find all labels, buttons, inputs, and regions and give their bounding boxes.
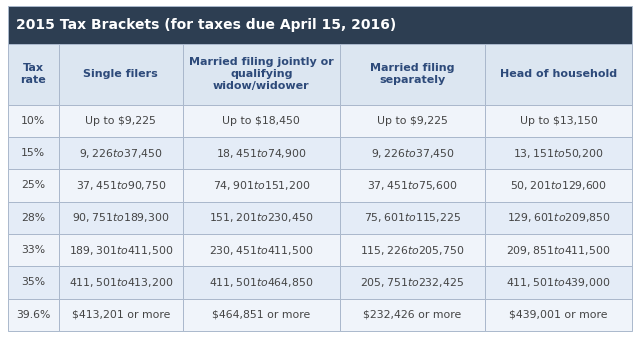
Bar	[485, 169, 632, 202]
Text: $18,451 to $74,900: $18,451 to $74,900	[216, 147, 307, 159]
Text: $189,301 to $411,500: $189,301 to $411,500	[68, 244, 173, 256]
Bar	[340, 104, 485, 137]
Text: $439,001 or more: $439,001 or more	[509, 310, 608, 320]
Text: $37,451 to $75,600: $37,451 to $75,600	[367, 179, 458, 192]
Text: $9,226 to $37,450: $9,226 to $37,450	[371, 147, 454, 159]
Bar	[485, 234, 632, 266]
Bar	[8, 266, 59, 299]
Bar	[485, 202, 632, 234]
Text: 10%: 10%	[21, 116, 45, 126]
Bar	[340, 266, 485, 299]
Bar	[485, 104, 632, 137]
Text: $413,201 or more: $413,201 or more	[72, 310, 170, 320]
Bar	[182, 202, 340, 234]
Bar	[8, 44, 59, 104]
Text: 28%: 28%	[21, 213, 45, 223]
Bar	[8, 104, 59, 137]
Bar	[182, 169, 340, 202]
Text: Up to $13,150: Up to $13,150	[520, 116, 598, 126]
Text: $90,751 to $189,300: $90,751 to $189,300	[72, 211, 170, 224]
Text: $115,226 to $205,750: $115,226 to $205,750	[360, 244, 465, 256]
Text: $411,501 to $464,850: $411,501 to $464,850	[209, 276, 314, 289]
Text: 2015 Tax Brackets (for taxes due April 15, 2016): 2015 Tax Brackets (for taxes due April 1…	[16, 18, 396, 32]
Text: Up to $9,225: Up to $9,225	[377, 116, 448, 126]
Text: $129,601 to $209,850: $129,601 to $209,850	[507, 211, 611, 224]
Bar	[59, 299, 182, 331]
Bar	[8, 202, 59, 234]
Bar	[182, 234, 340, 266]
Bar	[59, 104, 182, 137]
Bar	[485, 299, 632, 331]
Bar	[8, 6, 632, 44]
Text: $151,201 to $230,450: $151,201 to $230,450	[209, 211, 314, 224]
Text: Single filers: Single filers	[83, 69, 158, 80]
Text: Married filing
separately: Married filing separately	[370, 63, 454, 86]
Bar	[182, 137, 340, 169]
Text: 35%: 35%	[21, 277, 45, 287]
Bar	[340, 44, 485, 104]
Bar	[485, 44, 632, 104]
Bar	[59, 266, 182, 299]
Text: Married filing jointly or
qualifying
widow/widower: Married filing jointly or qualifying wid…	[189, 57, 333, 91]
Text: Up to $9,225: Up to $9,225	[85, 116, 156, 126]
Text: 15%: 15%	[21, 148, 45, 158]
Text: $13,151 to $50,200: $13,151 to $50,200	[513, 147, 604, 159]
Text: $9,226 to $37,450: $9,226 to $37,450	[79, 147, 163, 159]
Text: $74,901 to $151,200: $74,901 to $151,200	[212, 179, 310, 192]
Bar	[485, 266, 632, 299]
Bar	[8, 299, 59, 331]
Bar	[8, 169, 59, 202]
Bar	[182, 104, 340, 137]
Bar	[340, 137, 485, 169]
Text: $230,451 to $411,500: $230,451 to $411,500	[209, 244, 314, 256]
Text: $205,751 to $232,425: $205,751 to $232,425	[360, 276, 465, 289]
Bar	[59, 137, 182, 169]
Text: $75,601 to $115,225: $75,601 to $115,225	[364, 211, 461, 224]
Bar	[59, 202, 182, 234]
Bar	[340, 299, 485, 331]
Bar	[340, 202, 485, 234]
Bar	[8, 137, 59, 169]
Bar	[182, 299, 340, 331]
Text: $50,201 to $129,600: $50,201 to $129,600	[510, 179, 607, 192]
Text: Up to $18,450: Up to $18,450	[222, 116, 300, 126]
Text: 25%: 25%	[21, 180, 45, 190]
Text: $209,851 to $411,500: $209,851 to $411,500	[506, 244, 611, 256]
Text: Head of household: Head of household	[500, 69, 617, 80]
Text: $37,451 to $90,750: $37,451 to $90,750	[76, 179, 166, 192]
Bar	[182, 44, 340, 104]
Bar	[59, 234, 182, 266]
Text: $232,426 or more: $232,426 or more	[364, 310, 461, 320]
Bar	[59, 44, 182, 104]
Text: $411,501 to $413,200: $411,501 to $413,200	[68, 276, 173, 289]
Bar	[340, 234, 485, 266]
Bar	[8, 234, 59, 266]
Text: $464,851 or more: $464,851 or more	[212, 310, 310, 320]
Bar	[340, 169, 485, 202]
Text: 39.6%: 39.6%	[16, 310, 51, 320]
Bar	[485, 137, 632, 169]
Text: Tax
rate: Tax rate	[20, 63, 46, 86]
Bar	[182, 266, 340, 299]
Text: $411,501 to $439,000: $411,501 to $439,000	[506, 276, 611, 289]
Bar	[59, 169, 182, 202]
Text: 33%: 33%	[21, 245, 45, 255]
